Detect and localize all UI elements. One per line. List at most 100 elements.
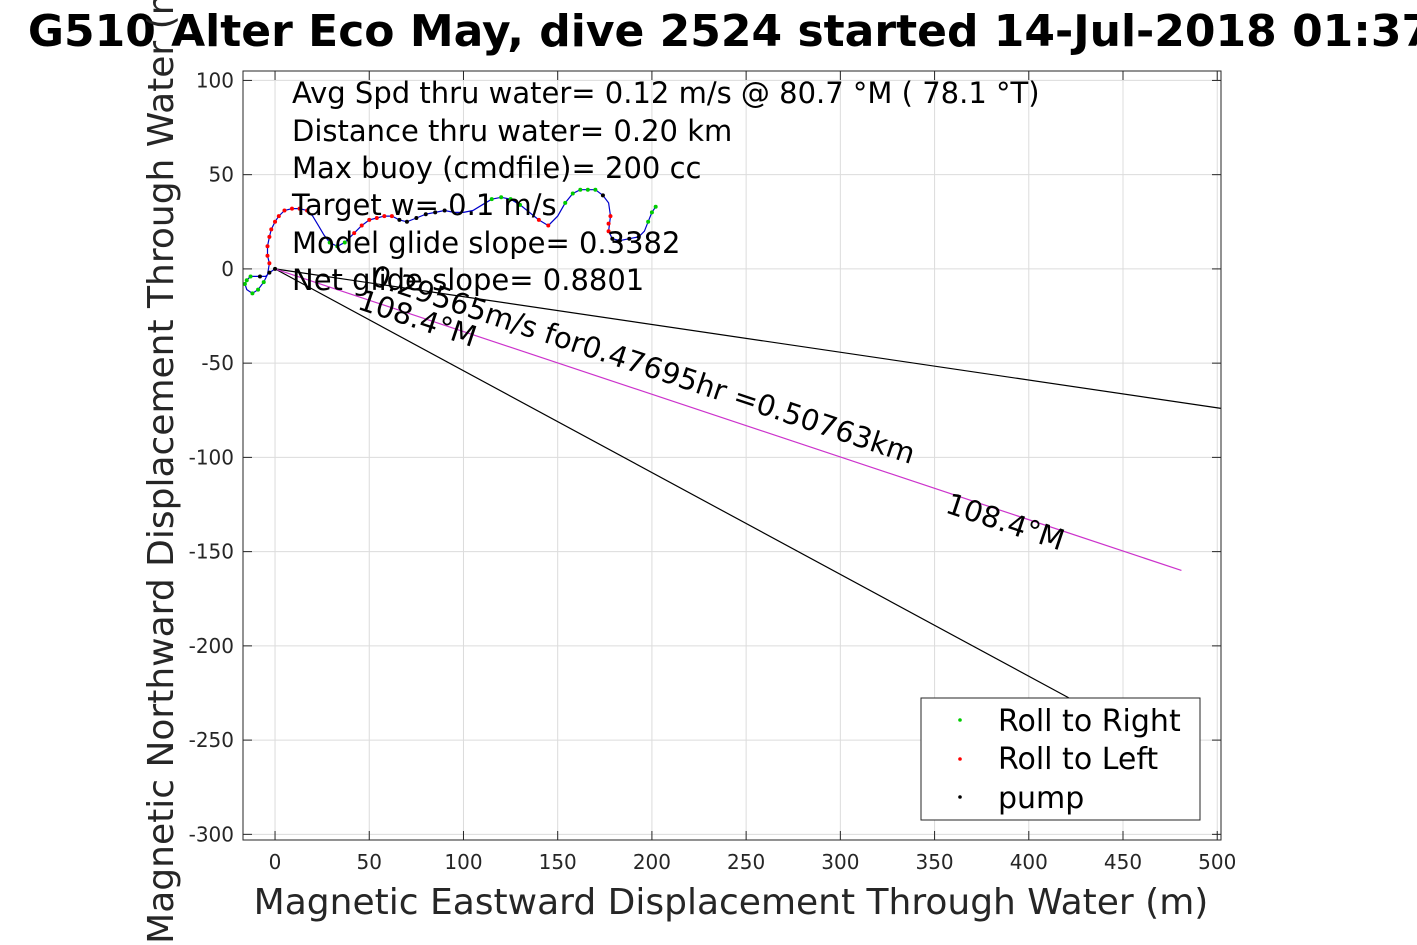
marker-pump (610, 236, 615, 241)
marker-roll-to-right (250, 291, 255, 296)
marker-pump (404, 219, 409, 224)
grid (243, 71, 1221, 840)
y-tick-label: -150 (189, 540, 234, 564)
marker-pump (267, 270, 272, 275)
stat-model-glide-slope: Model glide slope= 0.3382 (292, 226, 680, 260)
legend: Roll to Right Roll to Left pump (920, 697, 1201, 821)
marker-roll-to-right (248, 274, 253, 279)
marker-roll-to-left (305, 208, 310, 213)
marker-roll-to-right (585, 187, 590, 192)
y-tick-label: 100 (196, 68, 234, 92)
x-tick-label: 200 (633, 850, 671, 874)
marker-roll-to-right (327, 240, 332, 245)
marker-roll-to-left (606, 229, 611, 234)
marker-roll-to-left (276, 214, 281, 219)
legend-label-roll-right: Roll to Right (998, 704, 1181, 739)
y-tick-label: -100 (189, 445, 234, 469)
marker-roll-to-right (518, 202, 523, 207)
marker-roll-to-left (265, 253, 270, 258)
marker-roll-to-left (367, 217, 372, 222)
x-tick-label: 500 (1198, 850, 1236, 874)
marker-roll-to-right (335, 244, 340, 249)
legend-marker-pump (958, 795, 962, 799)
stat-max-buoy: Max buoy (cmdfile)= 200 cc (292, 151, 701, 185)
y-tick-label: -50 (201, 351, 234, 375)
glider-track-line (244, 189, 657, 295)
legend-box (920, 697, 1201, 821)
marker-roll-to-left (267, 261, 272, 266)
y-axis-label: Magnetic Northward Displacement Through … (141, 0, 182, 944)
stats-block: Avg Spd thru water= 0.12 m/s @ 80.7 °M (… (291, 76, 1040, 297)
x-tick-label: 0 (269, 850, 282, 874)
reference-line (274, 268, 1182, 572)
stat-target-w: Target w= 0.1 m/s (291, 188, 557, 222)
marker-roll-to-left (608, 214, 613, 219)
annotations: 0.29565m/s for0.47695hr =0.50763km108.4°… (354, 258, 1069, 557)
x-tick-label: 400 (1010, 850, 1048, 874)
marker-roll-to-left (359, 223, 364, 228)
marker-roll-to-right (489, 197, 494, 202)
marker-roll-to-left (546, 223, 551, 228)
marker-pump (414, 216, 419, 221)
y-tick-label: 0 (221, 257, 234, 281)
marker-roll-to-left (282, 208, 287, 213)
marker-pump (627, 236, 632, 241)
marker-roll-to-left (382, 214, 387, 219)
marker-roll-to-right (649, 210, 654, 215)
y-tick-label: -300 (189, 822, 234, 846)
marker-pump (600, 193, 605, 198)
plot-frame (242, 70, 1222, 841)
marker-roll-to-right (508, 197, 513, 202)
x-tick-label: 150 (539, 850, 577, 874)
x-tick-label: 450 (1104, 850, 1142, 874)
marker-roll-to-right (653, 204, 658, 209)
marker-pump (442, 208, 447, 213)
legend-marker-roll-left (958, 757, 962, 761)
marker-roll-to-right (578, 187, 583, 192)
marker-roll-to-left (536, 217, 541, 222)
y-tick-label: -250 (189, 728, 234, 752)
chart-title: G510 Alter Eco May, dive 2524 started 14… (28, 6, 1417, 57)
marker-roll-to-left (269, 227, 274, 232)
stat-avg-speed: Avg Spd thru water= 0.12 m/s @ 80.7 °M (… (292, 76, 1040, 110)
axis-ticks: 0 50 100 150 200 250 300 350 400 450 500100500-50-… (189, 68, 1237, 874)
x-tick-label: 250 (727, 850, 765, 874)
marker-pump (423, 212, 428, 217)
marker-roll-to-left (297, 206, 302, 211)
x-tick-label: 100 (444, 850, 482, 874)
legend-marker-roll-right (958, 718, 962, 722)
marker-roll-to-left (267, 234, 272, 239)
stat-distance: Distance thru water= 0.20 km (292, 114, 732, 148)
marker-roll-to-right (499, 195, 504, 200)
marker-roll-to-left (352, 231, 357, 236)
y-tick-label: -200 (189, 634, 234, 658)
marker-roll-to-right (593, 187, 598, 192)
marker-roll-to-right (256, 287, 261, 292)
reference-lines (274, 268, 1222, 700)
x-tick-label: 50 (357, 850, 382, 874)
legend-label-roll-left: Roll to Left (998, 742, 1158, 777)
marker-roll-to-left (265, 244, 270, 249)
marker-roll-to-left (389, 214, 394, 219)
stat-net-glide-slope: Net glide slope= 0.8801 (292, 263, 644, 297)
track-markers (242, 187, 658, 296)
marker-pump (636, 234, 641, 239)
marker-pump (433, 210, 438, 215)
marker-roll-to-right (563, 200, 568, 205)
marker-roll-to-right (646, 219, 651, 224)
x-tick-label: 350 (915, 850, 953, 874)
marker-roll-to-left (273, 219, 278, 224)
marker-roll-to-right (242, 281, 247, 286)
legend-label-pump: pump (998, 781, 1084, 816)
marker-roll-to-right (261, 280, 266, 285)
marker-pump (257, 274, 262, 279)
x-tick-label: 300 (821, 850, 859, 874)
reference-line (274, 268, 1071, 700)
marker-roll-to-right (570, 191, 575, 196)
marker-pump (273, 266, 278, 271)
marker-roll-to-right (342, 240, 347, 245)
marker-roll-to-left (606, 221, 611, 226)
marker-pump (617, 238, 622, 243)
marker-pump (397, 217, 402, 222)
